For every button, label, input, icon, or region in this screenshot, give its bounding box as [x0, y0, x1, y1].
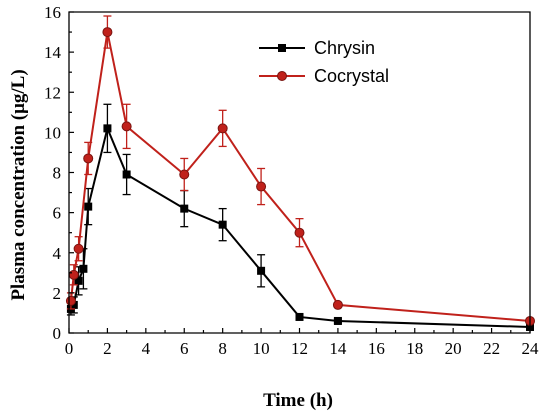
data-point-chrysin — [333, 316, 342, 325]
y-tick-label: 10 — [44, 123, 61, 142]
y-tick-label: 14 — [44, 43, 62, 62]
legend-label-cocrystal: Cocrystal — [314, 66, 389, 86]
data-point-chrysin — [79, 264, 88, 273]
legend-item-cocrystal: Cocrystal — [259, 66, 389, 86]
data-point-chrysin — [218, 220, 227, 229]
plot-frame — [68, 11, 531, 334]
data-point-chrysin — [74, 276, 83, 285]
x-tick-label: 2 — [103, 339, 112, 358]
data-point-cocrystal — [73, 243, 84, 254]
x-tick-label: 4 — [142, 339, 151, 358]
x-tick-label: 22 — [483, 339, 500, 358]
data-point-cocrystal — [102, 27, 113, 38]
data-point-chrysin — [295, 312, 304, 321]
x-tick-label: 12 — [291, 339, 308, 358]
y-tick-label: 2 — [53, 284, 62, 303]
data-point-cocrystal — [217, 123, 228, 134]
x-tick-label: 6 — [180, 339, 189, 358]
data-point-cocrystal — [68, 269, 79, 280]
y-tick-label: 8 — [53, 164, 62, 183]
data-point-cocrystal — [121, 121, 132, 132]
data-point-cocrystal — [179, 169, 190, 180]
y-tick-label: 16 — [44, 3, 61, 22]
y-axis-title: Plasma concentration (μg/L) — [8, 69, 29, 300]
series-layer — [65, 15, 535, 331]
x-tick-label: 0 — [65, 339, 74, 358]
x-tick-label: 16 — [368, 339, 385, 358]
x-tick-label: 18 — [406, 339, 423, 358]
series-chrysin — [66, 103, 534, 331]
data-point-cocrystal — [65, 295, 76, 306]
data-point-chrysin — [122, 170, 131, 179]
x-tick-label: 20 — [445, 339, 462, 358]
data-point-cocrystal — [332, 299, 343, 310]
legend-marker-cocrystal — [277, 71, 287, 81]
data-point-chrysin — [180, 204, 189, 213]
data-point-chrysin — [257, 266, 266, 275]
data-point-cocrystal — [294, 227, 305, 238]
data-point-cocrystal — [256, 181, 267, 192]
y-tick-label: 4 — [53, 244, 62, 263]
data-point-chrysin — [84, 202, 93, 211]
y-tick-label: 6 — [53, 204, 62, 223]
y-tick-label: 0 — [53, 324, 62, 343]
y-axis-ticks: 0 2 4 6 8 10 12 14 16 — [44, 3, 74, 343]
x-tick-label: 14 — [329, 339, 347, 358]
x-tick-label: 10 — [253, 339, 270, 358]
legend: Chrysin Cocrystal — [259, 38, 389, 86]
data-point-chrysin — [103, 124, 112, 133]
legend-label-chrysin: Chrysin — [314, 38, 375, 58]
y-tick-label: 12 — [44, 83, 61, 102]
series-cocrystal — [65, 15, 535, 326]
data-point-cocrystal — [83, 153, 94, 164]
x-axis-ticks: 0 2 4 6 8 10 12 14 16 18 20 22 24 — [65, 328, 539, 358]
legend-marker-chrysin — [278, 44, 286, 52]
x-axis-title: Time (h) — [263, 390, 333, 411]
x-tick-label: 8 — [218, 339, 227, 358]
x-tick-label: 24 — [522, 339, 540, 358]
legend-item-chrysin: Chrysin — [259, 38, 375, 58]
series-line-chrysin — [70, 125, 531, 328]
